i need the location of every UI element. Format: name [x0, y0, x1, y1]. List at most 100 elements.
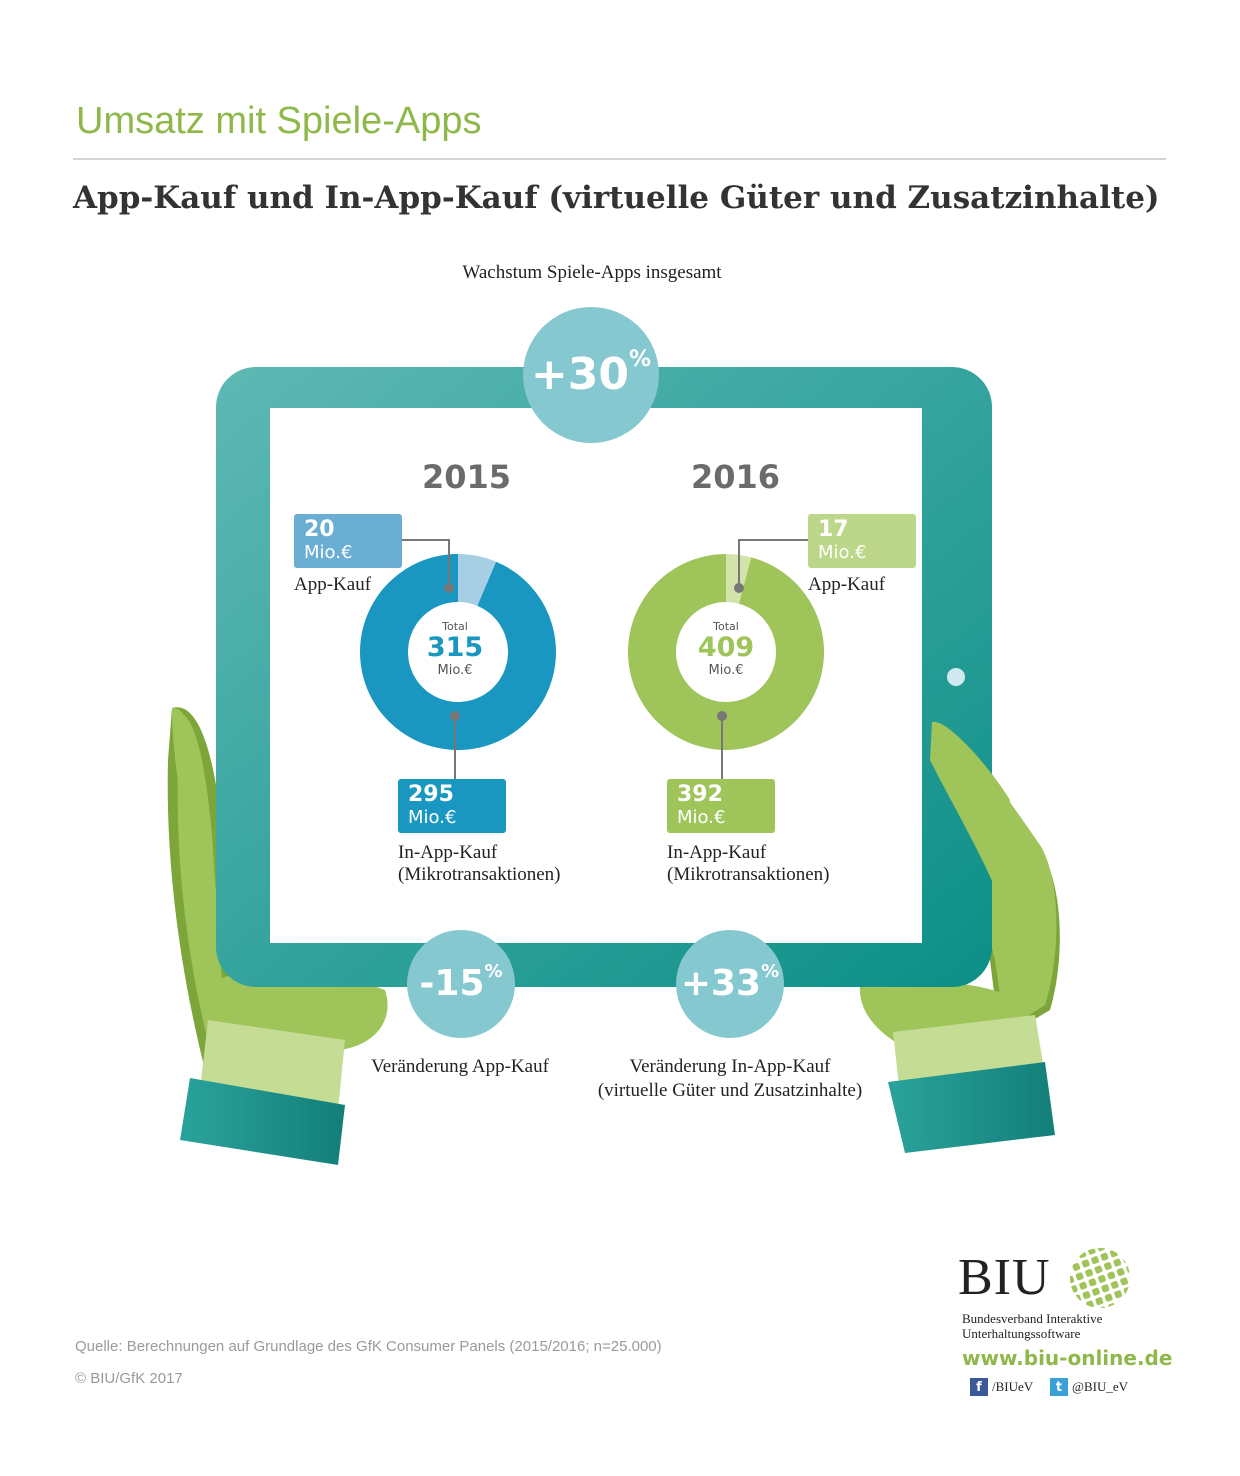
biu-url-link[interactable]: www.biu-online.de — [962, 1346, 1173, 1370]
globe-cell — [1066, 1257, 1068, 1265]
globe-cell — [1073, 1294, 1082, 1303]
globe-cell — [1066, 1275, 1075, 1284]
tag-2015-inapp-unit: Mio.€ — [408, 807, 457, 828]
tag-2016-inapp-value: 392 — [677, 782, 723, 807]
globe-cell — [1133, 1283, 1134, 1292]
globe-cell — [1086, 1300, 1094, 1309]
page-title: Umsatz mit Spiele-Apps — [76, 100, 482, 142]
globe-cell — [1120, 1277, 1129, 1286]
tag-2016-app: 17 Mio.€ — [808, 514, 916, 568]
biu-org-line2: Unterhaltungssoftware — [962, 1326, 1081, 1341]
change-app-unit: % — [484, 960, 503, 982]
change-inapp-label: Veränderung In-App-Kauf (virtuelle Güter… — [570, 1055, 890, 1103]
total-2016-value: 409 — [697, 632, 755, 663]
donut-2016-slice-in-app-kauf — [627, 554, 824, 750]
total-2015: Total 315 Mio.€ — [405, 620, 505, 678]
tag-2016-inapp-unit: Mio.€ — [677, 807, 726, 828]
globe-cell — [1072, 1263, 1081, 1271]
globe-cell — [1119, 1245, 1128, 1254]
change-app-bubble: -15% — [407, 930, 515, 1038]
globe-cell — [1085, 1268, 1094, 1277]
donut-2015 — [359, 554, 556, 750]
tag-2015-inapp-value: 295 — [408, 782, 454, 807]
leader-dots — [444, 583, 744, 721]
change-app-value: -15 — [419, 963, 485, 1004]
change-inapp-bubble: +33% — [676, 930, 784, 1038]
globe-cell — [1106, 1244, 1115, 1248]
globe-cell — [1108, 1303, 1117, 1312]
globe-cell — [1066, 1266, 1071, 1275]
facebook-handle: /BIUeV — [992, 1379, 1034, 1394]
globe-cell — [1129, 1274, 1134, 1282]
label-2015-inapp-line1: In-App-Kauf — [398, 842, 498, 863]
globe-cell — [1100, 1252, 1109, 1261]
globe-cell — [1115, 1244, 1124, 1245]
globe-cell — [1107, 1271, 1116, 1280]
globe-cell — [1123, 1286, 1132, 1295]
right-thumb — [930, 721, 1010, 900]
leader-2016-app — [738, 539, 808, 584]
donut-2015-slice-app-kauf — [458, 554, 497, 606]
label-2015-app: App-Kauf — [294, 574, 372, 595]
tag-2016-inapp: 392 Mio.€ — [667, 779, 775, 833]
globe-cell — [1117, 1299, 1126, 1308]
change-inapp-unit: % — [761, 960, 780, 982]
leader-lines — [400, 539, 808, 779]
globe-cell — [1079, 1281, 1088, 1290]
growth-bubble: +30% — [523, 307, 659, 443]
label-2015-inapp-line2: (Mikrotransaktionen) — [398, 864, 561, 885]
globe-cell — [1082, 1291, 1091, 1300]
home-button — [947, 668, 965, 686]
leader-2015-app — [400, 539, 450, 584]
donut-2015-slice-in-app-kauf — [359, 554, 556, 750]
label-2016-inapp-line1: In-App-Kauf — [667, 842, 767, 863]
biu-globe-icon — [1066, 1244, 1134, 1312]
growth-label: Wachstum Spiele-Apps insgesamt — [462, 262, 722, 283]
facebook-icon: f — [970, 1378, 988, 1396]
globe-cell — [1091, 1256, 1100, 1265]
biu-logo-text: BIU — [958, 1249, 1051, 1306]
label-2015-inapp: In-App-Kauf (Mikrotransaktionen) — [398, 842, 561, 886]
label-2016-inapp: In-App-Kauf (Mikrotransaktionen) — [667, 842, 830, 886]
tag-2015-app-value: 20 — [304, 517, 335, 542]
biu-org-name: Bundesverband Interaktive Unterhaltungss… — [962, 1311, 1102, 1341]
change-app-label: Veränderung App-Kauf — [371, 1056, 549, 1077]
chart-subtitle: App-Kauf und In-App-Kauf (virtuelle Güte… — [73, 180, 1160, 216]
globe-cell — [1097, 1244, 1105, 1252]
label-2016-inapp-line2: (Mikrotransaktionen) — [667, 864, 830, 885]
label-2016-app: App-Kauf — [808, 574, 886, 595]
change-inapp-value: +33 — [680, 963, 762, 1004]
tag-2015-inapp: 295 Mio.€ — [398, 779, 506, 833]
globe-cell — [1098, 1274, 1106, 1283]
title-divider — [73, 158, 1166, 160]
total-2016-unit: Mio.€ — [708, 663, 744, 678]
globe-cell — [1087, 1246, 1096, 1255]
globe-cell — [1095, 1297, 1104, 1306]
year-2016: 2016 — [691, 458, 781, 496]
twitter-handle: @BIU_eV — [1072, 1379, 1129, 1394]
globe-cell — [1101, 1284, 1110, 1293]
facebook-link[interactable]: f /BIUeV — [970, 1378, 1033, 1396]
globe-cell — [1113, 1258, 1122, 1267]
globe-cell — [1126, 1264, 1134, 1273]
tag-2016-app-value: 17 — [818, 517, 849, 542]
growth-value: +30 — [530, 349, 630, 400]
globe-cell — [1109, 1249, 1118, 1258]
twitter-icon: t — [1050, 1378, 1068, 1396]
biu-org-line1: Bundesverband Interaktive — [962, 1311, 1103, 1326]
globe-cell — [1116, 1268, 1125, 1276]
year-2015: 2015 — [422, 458, 512, 496]
left-thumb — [172, 707, 204, 840]
total-2016: Total 409 Mio.€ — [676, 620, 776, 678]
total-2016-label: Total — [713, 620, 739, 633]
globe-cell — [1068, 1253, 1077, 1262]
tag-2015-app-unit: Mio.€ — [304, 542, 353, 563]
globe-cell — [1110, 1280, 1119, 1289]
globe-cell — [1122, 1255, 1131, 1264]
twitter-link[interactable]: t @BIU_eV — [1050, 1378, 1128, 1396]
globe-cell — [1069, 1285, 1078, 1294]
source-note: Quelle: Berechnungen auf Grundlage des G… — [75, 1338, 662, 1355]
globe-cell — [1114, 1290, 1123, 1299]
globe-cell — [1078, 1250, 1087, 1259]
